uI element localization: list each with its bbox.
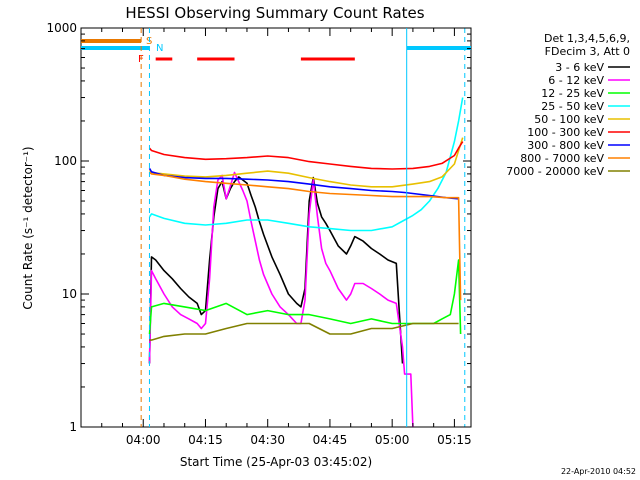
x-tick-label: 05:15 (437, 433, 472, 447)
legend-entry-label: 6 - 12 keV (548, 74, 604, 87)
series-line-1 (148, 171, 414, 428)
legend: Det 1,3,4,5,6,9,FDecim 3, Att 0 3 - 6 keV… (506, 32, 630, 178)
y-tick-label: 100 (54, 154, 77, 168)
legend-entry-label: 800 - 7000 keV (520, 152, 604, 165)
plot-frame (80, 27, 472, 428)
legend-entry-label: 7000 - 20000 keV (506, 165, 604, 178)
series-line-0 (148, 176, 404, 364)
series-line-7 (149, 171, 462, 301)
legend-entry-label: 300 - 800 keV (527, 139, 604, 152)
x-tick-label: 05:00 (375, 433, 410, 447)
legend-header: FDecim 3, Att 0 (545, 45, 630, 58)
legend-entry-label: 50 - 100 keV (534, 113, 604, 126)
legend-entry-label: 100 - 300 keV (527, 126, 604, 139)
series-line-5 (148, 141, 464, 170)
series-line-6 (148, 167, 459, 200)
series-line-3 (148, 97, 464, 232)
legend-entry-label: 12 - 25 keV (541, 87, 604, 100)
legend-entry-label: 3 - 6 keV (555, 61, 604, 74)
x-tick-label: 04:30 (250, 433, 285, 447)
chart-title: HESSI Observing Summary Count Rates (125, 4, 424, 22)
flags-layer: SNF (81, 36, 471, 65)
x-axis-label: Start Time (25-Apr-03 03:45:02) (180, 455, 372, 469)
vlines-layer (140, 28, 466, 427)
series-layer (148, 97, 464, 428)
y-axis-label: Count Rate (s⁻¹ detector⁻¹) (21, 146, 35, 309)
legend-header: Det 1,3,4,5,6,9, (544, 32, 630, 45)
flag-label-n: N (156, 43, 163, 54)
legend-entry-label: 25 - 50 keV (541, 100, 604, 113)
x-tick-label: 04:45 (313, 433, 348, 447)
series-line-8 (149, 322, 459, 341)
series-line-2 (148, 259, 462, 335)
plot-area: SNF (80, 27, 472, 428)
x-tick-label: 04:15 (188, 433, 223, 447)
y-tick-label: 1000 (46, 21, 77, 35)
y-tick-label: 1 (69, 420, 77, 434)
x-axis: 04:00 04:15 04:30 04:45 05:00 05:15 (101, 28, 472, 447)
y-tick-label: 10 (62, 287, 77, 301)
series-line-4 (148, 137, 464, 188)
y-axis: 1 10 100 1000 (46, 21, 471, 434)
x-tick-label: 04:00 (126, 433, 161, 447)
timestamp: 22-Apr-2010 04:52 (561, 467, 636, 476)
